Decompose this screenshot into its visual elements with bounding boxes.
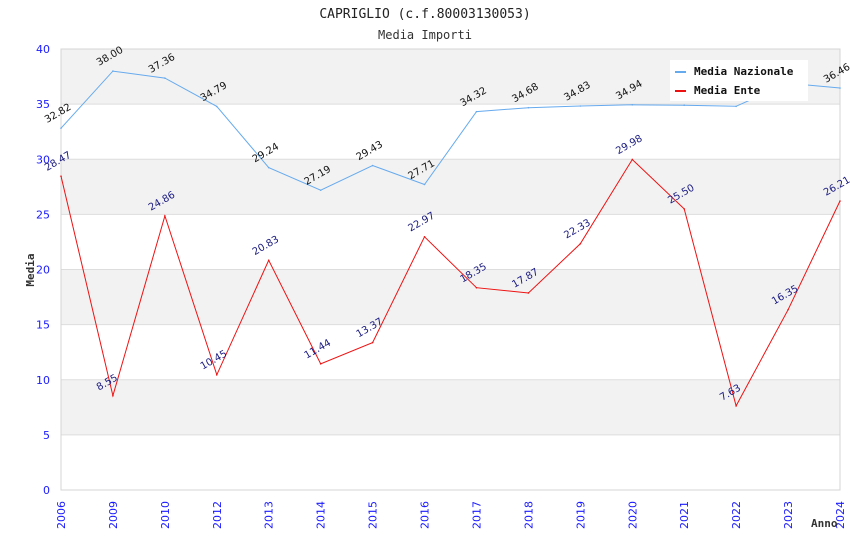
data-point	[112, 394, 114, 397]
y-tick-label: 10	[36, 374, 50, 387]
x-tick-label: 2013	[263, 501, 276, 529]
plot-frame	[60, 48, 841, 491]
data-point	[631, 158, 634, 161]
data-point	[164, 215, 166, 217]
grid-band	[61, 379, 840, 435]
x-tick-label: 2014	[315, 501, 328, 529]
y-tick-label: 20	[36, 264, 50, 277]
data-point	[527, 292, 530, 294]
y-tick-label: 0	[43, 484, 50, 497]
y-tick-label: 40	[36, 43, 50, 56]
legend-label-nazionale: Media Nazionale	[694, 65, 794, 78]
data-point	[579, 105, 582, 107]
data-point	[216, 105, 218, 108]
y-tick-label: 5	[43, 429, 50, 442]
data-point	[527, 106, 530, 109]
data-point	[267, 166, 270, 169]
chart-title: CAPRIGLIO (c.f.80003130053)	[319, 7, 530, 22]
x-tick-label: 2017	[470, 501, 483, 529]
y-tick-label: 15	[36, 319, 50, 332]
x-tick-label: 2021	[678, 501, 691, 529]
series-line	[60, 70, 841, 191]
data-point	[839, 200, 841, 202]
data-point	[371, 164, 374, 167]
data-point	[475, 286, 478, 289]
data-point	[839, 87, 841, 89]
data-point	[319, 363, 322, 365]
x-tick-label: 2016	[419, 501, 432, 529]
data-point	[216, 373, 218, 376]
data-point	[683, 208, 685, 210]
legend-box	[670, 60, 808, 101]
plot-border	[60, 48, 841, 491]
x-tick-label: 2024	[834, 501, 847, 529]
x-tick-label: 2010	[159, 501, 172, 529]
legend-label-ente: Media Ente	[694, 84, 761, 97]
data-point	[60, 127, 62, 129]
data-point	[579, 243, 582, 245]
y-tick-label: 30	[36, 153, 50, 166]
x-tick-label: 2009	[107, 501, 120, 529]
data-point	[164, 77, 166, 79]
data-point	[60, 175, 62, 177]
series-line	[60, 158, 841, 408]
data-label: 10.45	[199, 349, 229, 373]
legend-swatch-ente	[675, 90, 686, 92]
data-label: 22.33	[562, 218, 592, 242]
data-point	[112, 70, 114, 72]
y-axis-label: Media	[24, 253, 37, 286]
data-label: 29.98	[614, 133, 644, 157]
y-tick-label: 25	[36, 208, 50, 221]
chart-subtitle: Media Importi	[378, 28, 472, 42]
x-tick-label: 2012	[211, 501, 224, 529]
data-point	[475, 110, 478, 113]
x-axis-ticks: 2006 2009 2010 2012 2013 2014 2015 2016 2017 2018…	[55, 501, 847, 529]
x-tick-label: 2006	[55, 501, 68, 529]
legend-swatch-nazionale	[675, 71, 686, 73]
x-tick-label: 2020	[626, 501, 639, 529]
x-tick-label: 2019	[574, 501, 587, 529]
x-tick-label: 2023	[782, 501, 795, 529]
x-tick-label: 2022	[730, 501, 743, 529]
data-label: 20.83	[251, 234, 281, 258]
x-tick-label: 2018	[522, 501, 535, 529]
data-point	[787, 308, 789, 311]
y-tick-label: 35	[36, 98, 50, 111]
data-point	[267, 259, 270, 262]
legend: Media Nazionale Media Ente	[670, 60, 808, 101]
data-point	[683, 104, 685, 107]
data-point	[423, 183, 426, 186]
data-point	[631, 103, 634, 106]
y-axis-ticks: 0 5 10 15 20 25 30 35 40	[36, 43, 50, 497]
data-point	[371, 341, 374, 344]
data-point	[423, 235, 426, 238]
grid-band	[61, 269, 840, 325]
grid-band	[61, 159, 840, 215]
x-tick-label: 2015	[367, 501, 380, 529]
grid-bands	[61, 49, 840, 435]
data-point	[735, 405, 737, 407]
data-point	[735, 105, 737, 108]
data-point	[319, 189, 322, 192]
x-axis-label: Anno	[811, 517, 838, 530]
